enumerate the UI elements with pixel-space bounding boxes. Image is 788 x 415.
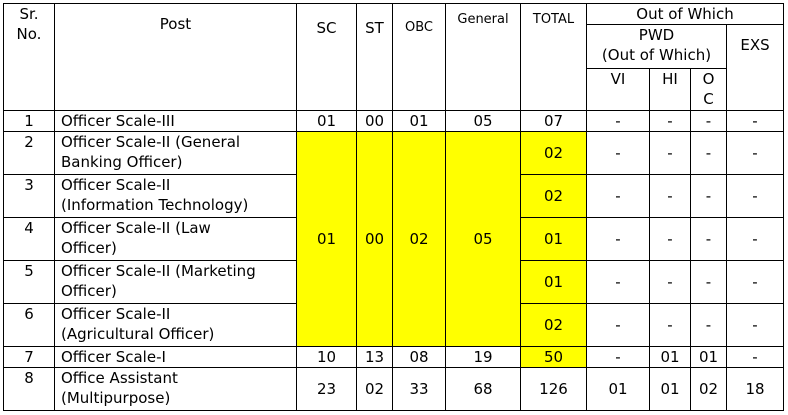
cell-oc: - <box>690 131 727 175</box>
cell-st: 00 <box>356 110 393 132</box>
cell-exs: - <box>725 174 785 218</box>
table-row: 3 Officer Scale-II (Information Technolo… <box>3 174 785 218</box>
cell-exs: - <box>725 303 785 347</box>
cell-total: 50 <box>520 346 587 368</box>
cell-post: Officer Scale-III <box>54 110 297 132</box>
cell-vi: - <box>586 346 650 368</box>
cell-general: 68 <box>445 367 521 411</box>
cell-vi: 01 <box>586 367 650 411</box>
header-st: ST <box>356 3 393 111</box>
cell-total: 126 <box>520 367 587 411</box>
cell-hi: - <box>649 131 691 175</box>
cell-st-merged: 00 <box>356 131 393 347</box>
cell-total: 01 <box>520 260 587 304</box>
cell-oc: - <box>690 217 727 261</box>
table-row: 4 Officer Scale-II (Law Officer) 01 - - … <box>3 217 785 261</box>
cell-obc: 33 <box>392 367 446 411</box>
cell-vi: - <box>586 260 650 304</box>
header-general: General <box>445 3 521 111</box>
cell-general-merged: 05 <box>445 131 521 347</box>
cell-hi: - <box>649 174 691 218</box>
table-row: 7 Officer Scale-I 10 13 08 19 50 - 01 01… <box>3 346 785 368</box>
table-row: 1 Officer Scale-III 01 00 01 05 07 - - -… <box>3 110 785 132</box>
cell-exs: - <box>725 217 785 261</box>
header-post: Post <box>54 3 297 111</box>
table-row: 6 Officer Scale-II (Agricultural Officer… <box>3 303 785 347</box>
cell-exs: - <box>725 131 785 175</box>
cell-oc: - <box>690 260 727 304</box>
cell-total: 02 <box>520 131 587 175</box>
cell-sc-merged: 01 <box>296 131 357 347</box>
cell-hi: 01 <box>649 346 691 368</box>
header-pwd: PWD (Out of Which) <box>586 24 727 69</box>
cell-oc: 01 <box>690 346 727 368</box>
cell-vi: - <box>586 174 650 218</box>
header-sc: SC <box>296 3 357 111</box>
cell-hi: - <box>649 260 691 304</box>
cell-hi: - <box>649 303 691 347</box>
cell-sr: 2 <box>3 131 55 175</box>
header-hi: HI <box>649 68 691 111</box>
cell-sc: 10 <box>296 346 357 368</box>
cell-sr: 1 <box>3 110 55 132</box>
cell-st: 13 <box>356 346 393 368</box>
cell-obc: 08 <box>392 346 446 368</box>
cell-sc: 23 <box>296 367 357 411</box>
cell-post: Officer Scale-II (Marketing Officer) <box>54 260 297 304</box>
cell-sr: 7 <box>3 346 55 368</box>
cell-total: 02 <box>520 303 587 347</box>
cell-exs: - <box>725 110 785 132</box>
cell-sr: 6 <box>3 303 55 347</box>
cell-hi: - <box>649 217 691 261</box>
cell-vi: - <box>586 110 650 132</box>
cell-post: Officer Scale-II (Law Officer) <box>54 217 297 261</box>
cell-oc: - <box>690 303 727 347</box>
table-row: 8 Office Assistant (Multipurpose) 23 02 … <box>3 367 785 411</box>
header-out-of-which: Out of Which <box>585 3 785 25</box>
vacancy-table: Sr. No. Post SC ST OBC General TOTAL Out… <box>3 3 785 411</box>
header-total: TOTAL <box>520 3 587 111</box>
cell-general: 19 <box>445 346 521 368</box>
cell-hi: - <box>649 110 691 132</box>
cell-vi: - <box>586 131 650 175</box>
cell-post: Officer Scale-II (General Banking Office… <box>54 131 297 175</box>
header-sr-no: Sr. No. <box>3 3 55 111</box>
cell-sr: 8 <box>3 367 55 411</box>
cell-total: 01 <box>520 217 587 261</box>
cell-oc: - <box>690 110 727 132</box>
table-row: 5 Officer Scale-II (Marketing Officer) 0… <box>3 260 785 304</box>
cell-obc: 01 <box>392 110 446 132</box>
header-obc: OBC <box>392 3 446 111</box>
cell-post: Officer Scale-II (Agricultural Officer) <box>54 303 297 347</box>
cell-oc: 02 <box>690 367 727 411</box>
cell-sr: 3 <box>3 174 55 218</box>
header-oc: O C <box>690 68 727 111</box>
cell-post: Office Assistant (Multipurpose) <box>54 367 297 411</box>
cell-general: 05 <box>445 110 521 132</box>
cell-sr: 5 <box>3 260 55 304</box>
cell-post: Officer Scale-II (Information Technology… <box>54 174 297 218</box>
cell-vi: - <box>586 303 650 347</box>
cell-sr: 4 <box>3 217 55 261</box>
cell-oc: - <box>690 174 727 218</box>
cell-obc-merged: 02 <box>392 131 446 347</box>
cell-vi: - <box>586 217 650 261</box>
cell-exs: - <box>725 260 785 304</box>
cell-total: 02 <box>520 174 587 218</box>
header-vi: VI <box>586 68 650 111</box>
cell-sc: 01 <box>296 110 357 132</box>
table-row: 2 Officer Scale-II (General Banking Offi… <box>3 131 785 347</box>
cell-exs: - <box>725 346 785 368</box>
cell-post: Officer Scale-I <box>54 346 297 368</box>
cell-st: 02 <box>356 367 393 411</box>
cell-hi: 01 <box>649 367 691 411</box>
header-exs: EXS <box>725 24 785 111</box>
cell-total: 07 <box>520 110 587 132</box>
cell-exs: 18 <box>725 367 785 411</box>
